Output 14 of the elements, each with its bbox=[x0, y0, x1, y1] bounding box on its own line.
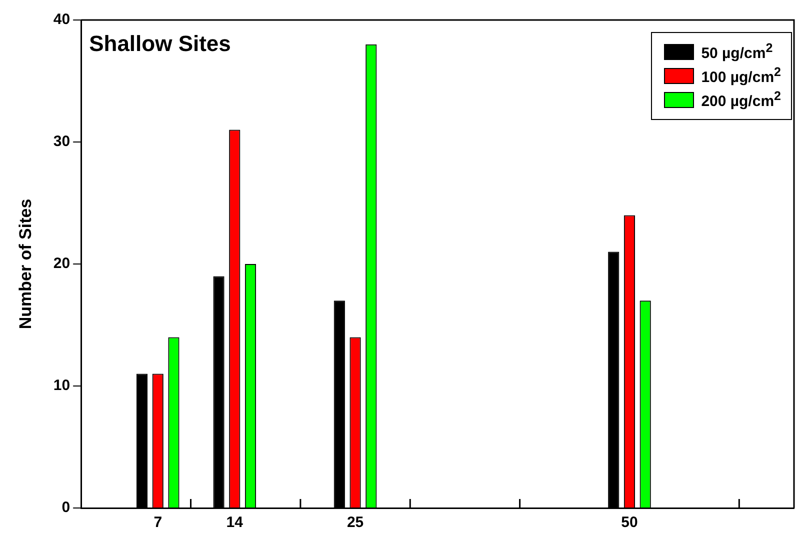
y-tick-label: 0 bbox=[62, 499, 70, 516]
text: Shallow Sites bbox=[89, 31, 231, 56]
legend-label: 200 µg/cm$^{2}$ bbox=[701, 89, 781, 110]
x-tick-label: 25 bbox=[346, 514, 364, 532]
x-tick-label: 7 bbox=[154, 514, 162, 532]
y-tick-label: 10 bbox=[53, 377, 70, 394]
y-tick-label: 20 bbox=[53, 255, 70, 272]
legend-label: 50 µg/cm$^{2}$ bbox=[701, 41, 773, 62]
y-tick-label: 30 bbox=[53, 133, 70, 150]
legend-label: 100 µg/cm$^{2}$ bbox=[701, 65, 781, 86]
x-tick-label: 14 bbox=[226, 514, 244, 532]
y-tick-label: 40 bbox=[53, 11, 70, 28]
x-tick-label: 50 bbox=[621, 514, 638, 532]
y-axis-title: Number of Sites bbox=[16, 198, 35, 330]
